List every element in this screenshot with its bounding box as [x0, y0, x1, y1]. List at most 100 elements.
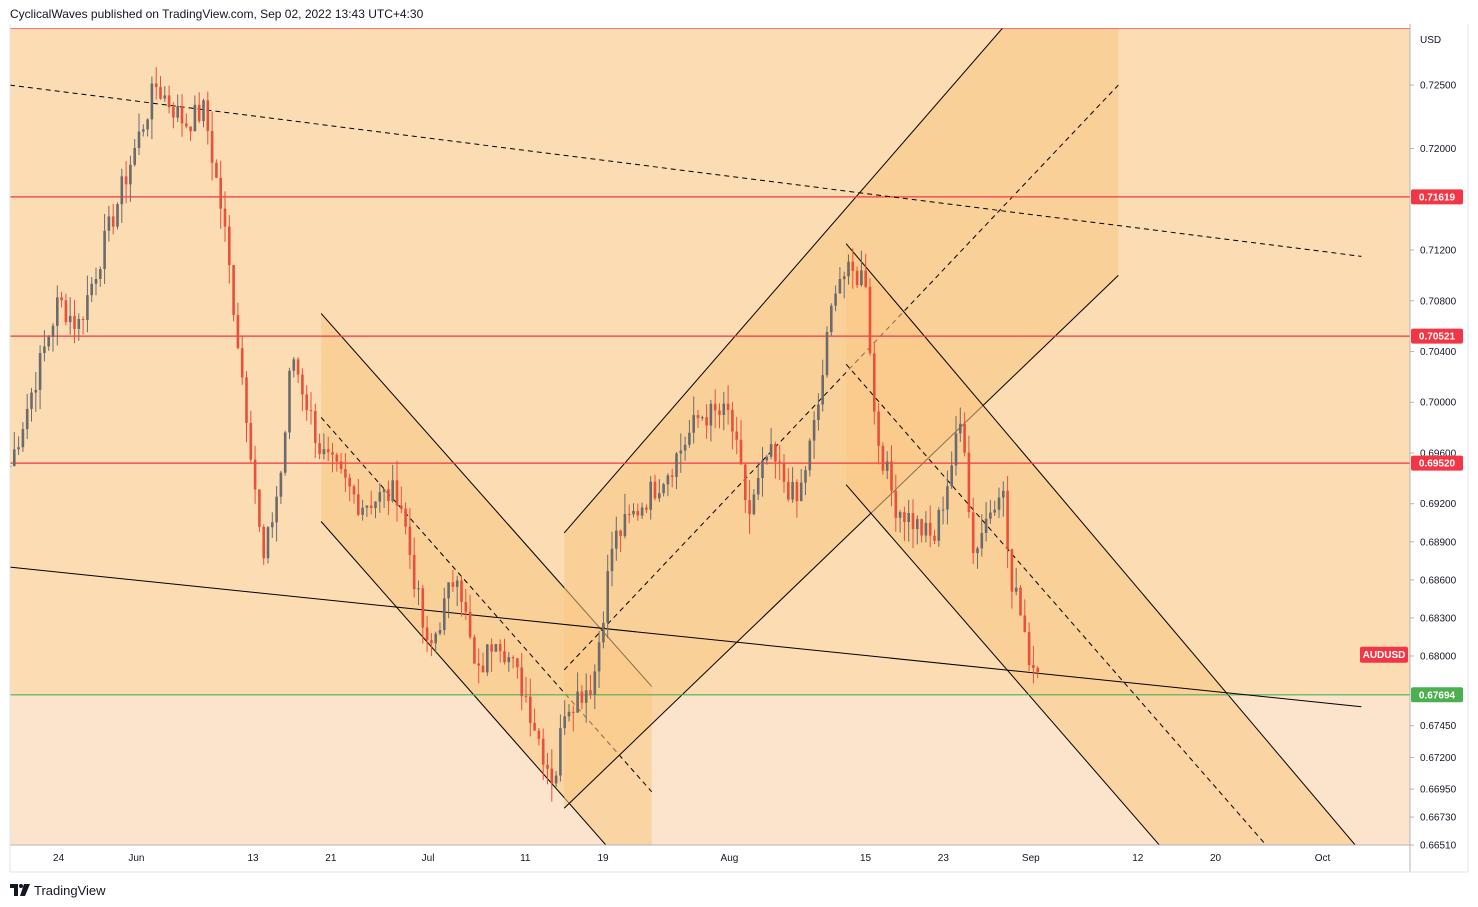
candle-body-62	[275, 496, 278, 523]
candle-body-105	[460, 580, 463, 602]
candles-layer	[10, 66, 1039, 802]
candle-body-37	[167, 95, 171, 108]
candle-body-147	[640, 507, 644, 516]
candle-body-112	[490, 644, 493, 652]
y-tick-label-0: 0.72500	[1420, 81, 1457, 92]
y-tick-label-8: 0.68900	[1420, 537, 1457, 548]
y-tick-label-2: 0.71200	[1420, 246, 1457, 257]
candle-body-209	[907, 513, 910, 523]
candle-body-187	[812, 420, 816, 441]
candle-body-196	[851, 261, 855, 271]
candle-body-48	[215, 162, 218, 178]
candle-body-97	[425, 627, 429, 641]
candle-body-150	[653, 481, 657, 499]
candle-body-126	[550, 768, 554, 784]
candle-body-170	[739, 439, 743, 465]
candle-body-42	[189, 126, 192, 132]
candle-body-128	[559, 728, 562, 776]
candle-body-230	[997, 497, 1001, 510]
x-tick-label-4: Jul	[422, 853, 435, 864]
candle-body-216	[937, 510, 941, 541]
candle-body-41	[185, 123, 188, 127]
x-tick-label-6: 19	[597, 853, 609, 864]
level-badge-label-1: 0.70521	[1419, 332, 1456, 343]
candle-body-103	[451, 582, 455, 587]
level-badge-3	[1411, 687, 1463, 703]
candle-body-168	[731, 409, 734, 432]
candle-body-95	[417, 588, 420, 590]
horizontal-levels-layer	[10, 28, 1410, 696]
candle-body-156	[679, 450, 683, 454]
candle-body-119	[520, 667, 523, 697]
candle-body-184	[799, 482, 803, 502]
candle-body-74	[326, 449, 330, 453]
candle-body-71	[314, 411, 317, 444]
candle-body-200	[868, 286, 872, 354]
y-tick-label-5: 0.70000	[1420, 398, 1457, 409]
candle-body-17	[81, 318, 85, 320]
candle-body-189	[821, 375, 824, 405]
candle-body-15	[73, 315, 76, 329]
candle-body-159	[692, 415, 695, 433]
candle-body-50	[223, 208, 227, 227]
level-badge-label-0: 0.71619	[1419, 192, 1456, 203]
candle-body-12	[60, 297, 63, 301]
candle-body-93	[408, 526, 412, 555]
candle-body-89	[391, 480, 394, 501]
candle-body-65	[288, 370, 291, 433]
symbol-badge-label: AUDUSD	[1363, 650, 1406, 661]
level-badge-label-3: 0.67694	[1419, 690, 1456, 701]
candle-body-24	[111, 216, 115, 227]
candle-body-100	[438, 630, 442, 634]
candle-body-197	[855, 270, 859, 286]
candle-body-151	[658, 493, 661, 499]
candle-body-226	[980, 532, 984, 549]
x-tick-label-8: 15	[860, 853, 872, 864]
candle-body-66	[292, 359, 296, 371]
candle-body-13	[64, 300, 68, 323]
candle-body-90	[395, 480, 399, 506]
candle-body-19	[90, 283, 93, 296]
y-tick-label-16: 0.66510	[1420, 841, 1457, 852]
level-badge-label-2: 0.69520	[1419, 459, 1456, 470]
candle-body-122	[533, 722, 536, 731]
candle-body-237	[1027, 631, 1031, 666]
x-tick-label-3: 21	[325, 853, 337, 864]
candle-body-18	[86, 295, 89, 320]
candle-body-155	[675, 453, 678, 477]
level-badge-0	[1411, 189, 1463, 205]
candle-body-107	[468, 611, 472, 638]
candle-body-146	[636, 510, 640, 516]
candle-body-152	[662, 484, 665, 494]
y-tick-label-1: 0.72000	[1420, 144, 1457, 155]
candle-body-4	[25, 408, 29, 430]
candle-body-191	[830, 305, 833, 333]
candle-body-194	[842, 276, 846, 280]
candle-body-57	[253, 459, 257, 490]
candle-body-106	[464, 601, 468, 612]
candle-body-181	[787, 481, 790, 500]
candle-body-54	[240, 348, 244, 378]
candle-body-72	[318, 443, 321, 455]
july-august-ascending-upper-line	[563, 28, 1004, 534]
candle-body-114	[498, 644, 502, 652]
august-september-descending-median-line	[845, 363, 1267, 845]
candle-body-36	[163, 95, 167, 99]
candle-body-214	[928, 522, 932, 536]
candle-body-175	[761, 460, 764, 479]
candle-body-174	[756, 478, 760, 495]
candle-body-142	[619, 530, 622, 537]
candle-body-137	[597, 642, 601, 672]
candle-body-193	[838, 279, 842, 294]
x-tick-label-9: 23	[938, 853, 950, 864]
candle-body-167	[726, 403, 730, 410]
long-dashed-resistance	[10, 84, 1362, 257]
candle-body-43	[193, 104, 197, 132]
candle-body-238	[1032, 665, 1035, 669]
candle-body-33	[150, 83, 154, 120]
candle-body-61	[271, 522, 274, 528]
candle-body-143	[623, 513, 627, 537]
candle-body-6	[34, 389, 38, 393]
candle-body-234	[1014, 587, 1018, 592]
